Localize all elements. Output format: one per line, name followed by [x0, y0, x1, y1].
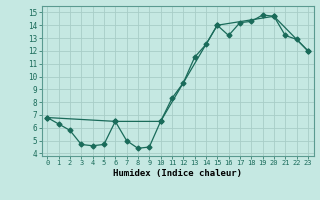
- X-axis label: Humidex (Indice chaleur): Humidex (Indice chaleur): [113, 169, 242, 178]
